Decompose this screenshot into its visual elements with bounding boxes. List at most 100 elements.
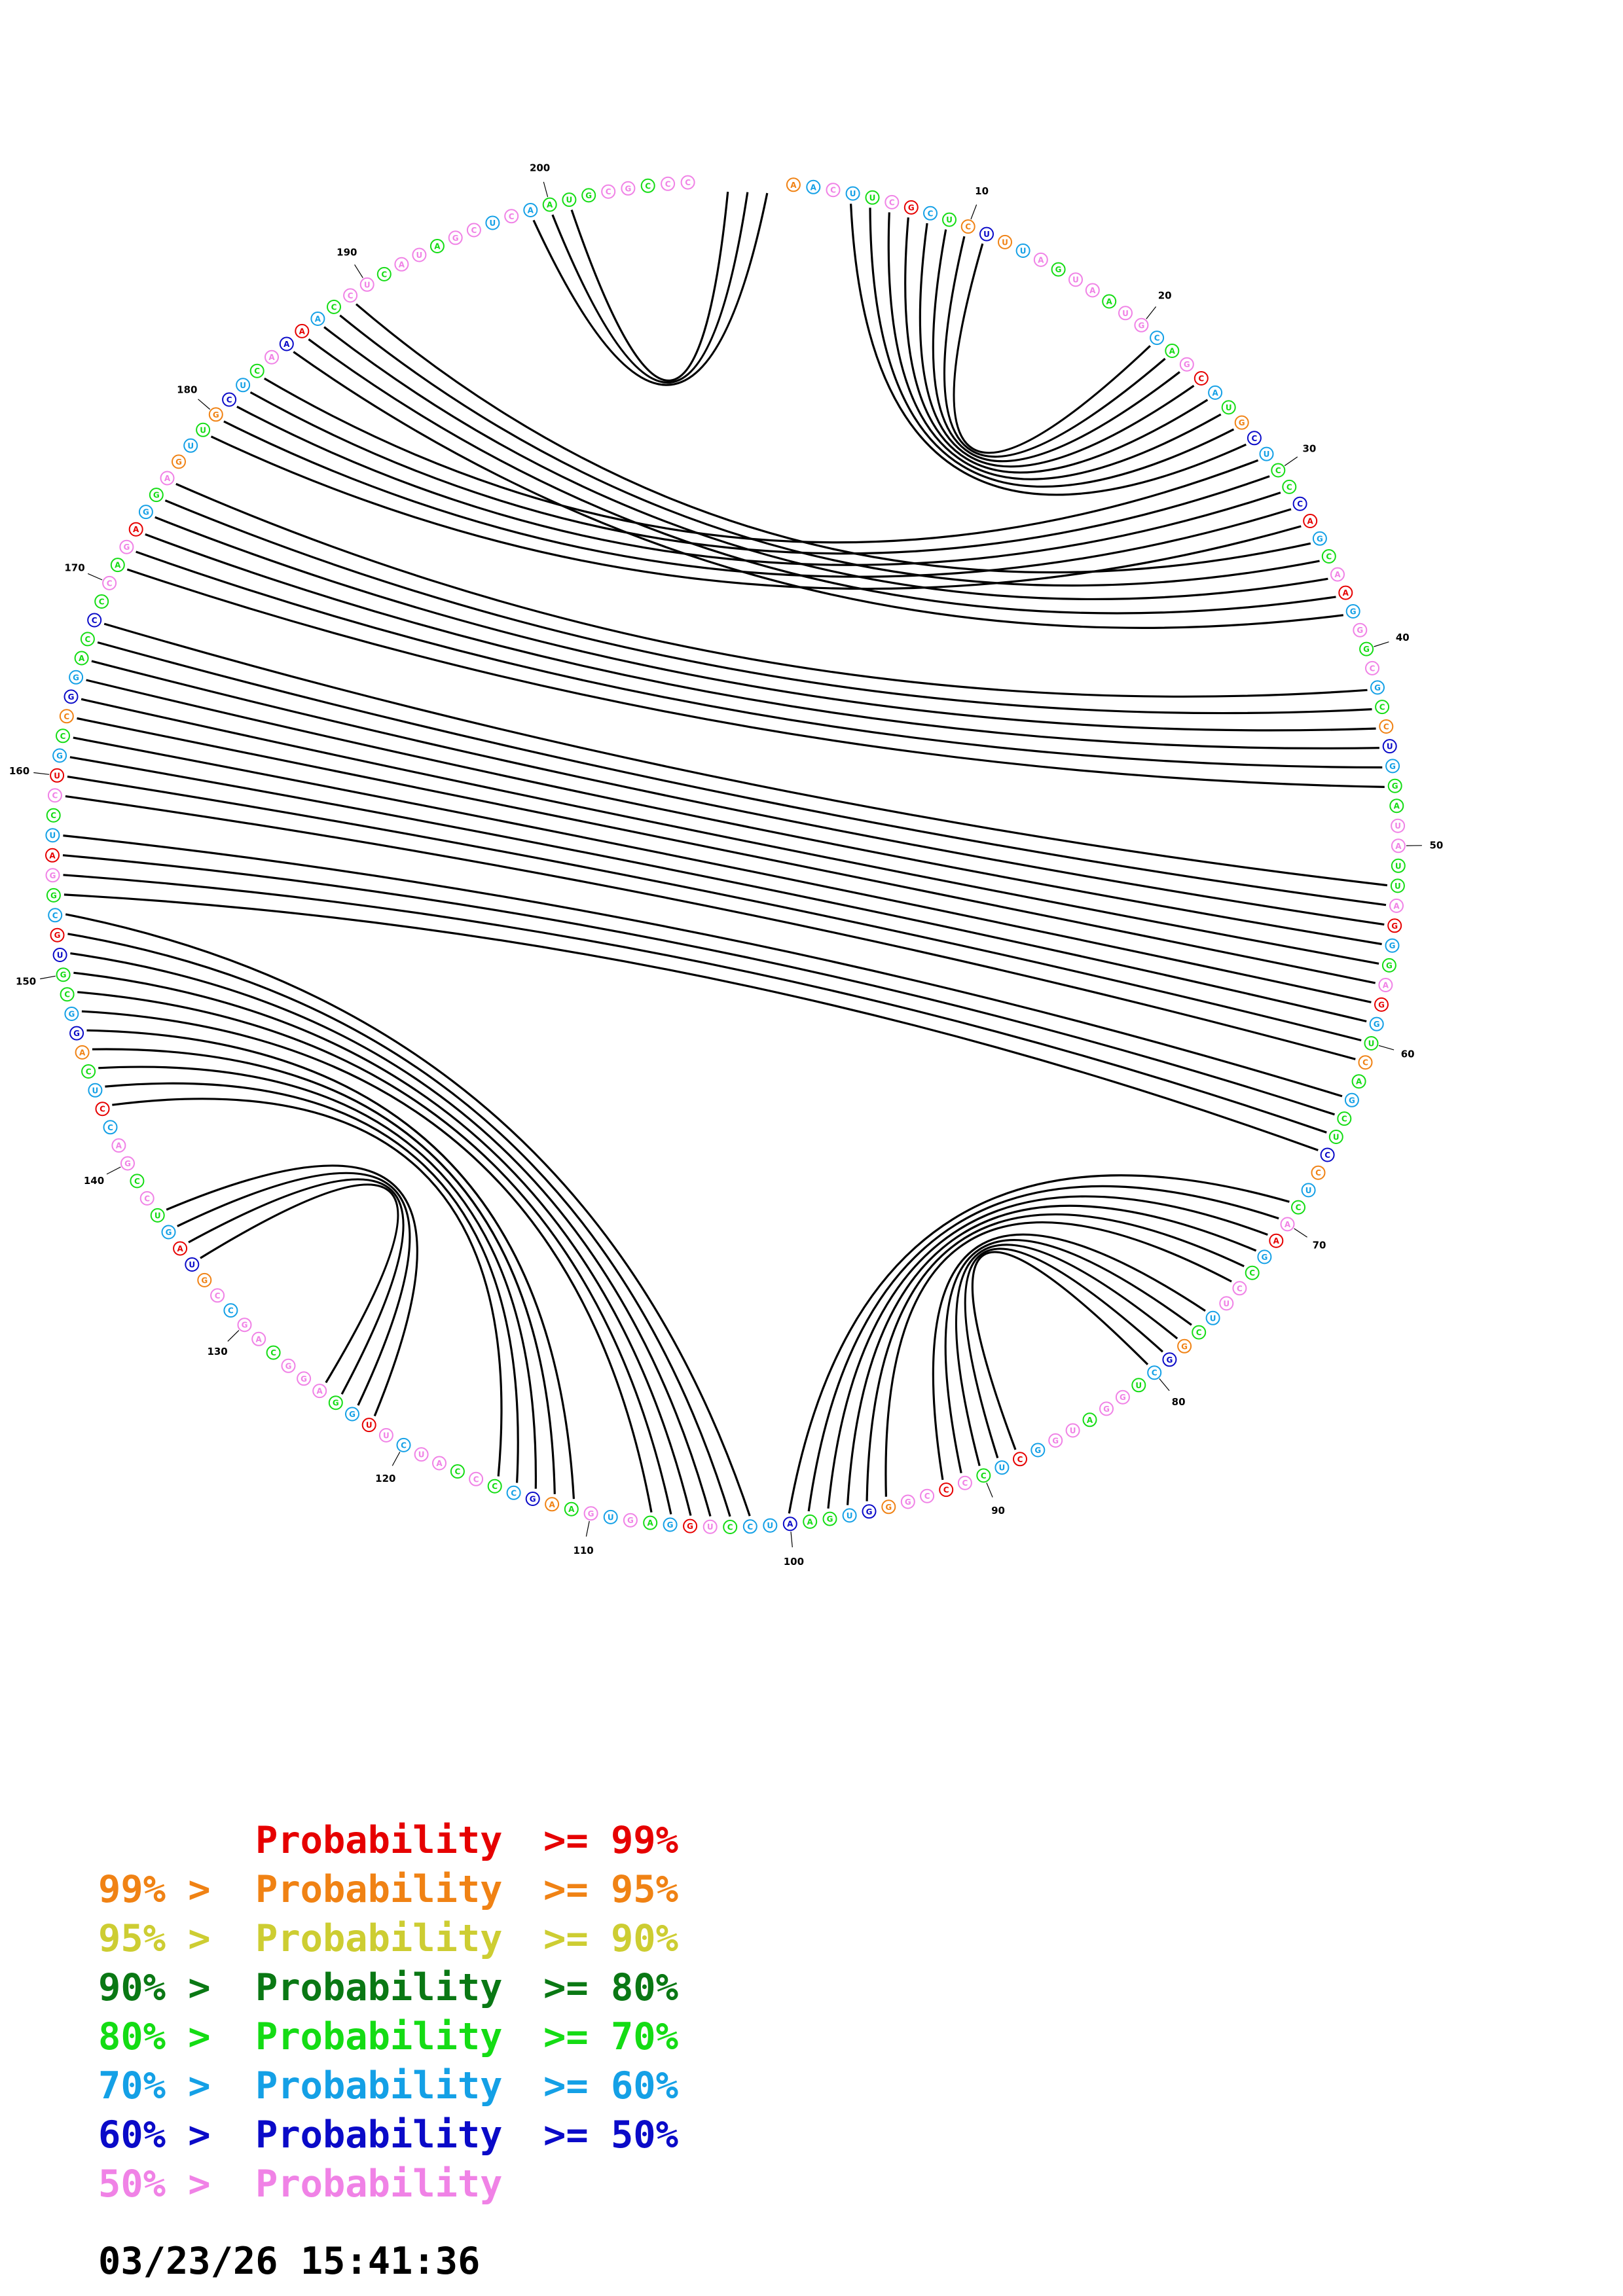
nucleotide: A	[75, 1045, 90, 1060]
nucleotide-letter: G	[60, 971, 67, 980]
nucleotide: G	[1344, 1092, 1359, 1107]
legend-mid-text: Probability	[255, 1868, 503, 1911]
nucleotide-letter: G	[1034, 1446, 1041, 1455]
nucleotide-letter: G	[1239, 418, 1245, 427]
nucleotide-circle	[1338, 585, 1353, 600]
nucleotide: C	[976, 1468, 991, 1483]
nucleotide-letter: G	[452, 234, 459, 243]
legend-row: 90% > Probability >= 80%	[98, 1964, 753, 2013]
base-pair-arc	[887, 212, 1222, 480]
tick-line	[106, 1166, 121, 1175]
nucleotide: U	[1118, 306, 1133, 321]
tick-label: 10	[975, 185, 989, 197]
legend-pre-text: 80% >	[98, 2015, 211, 2058]
legend-post-text: >= 90%	[543, 1917, 678, 1960]
nucleotide-letter: G	[1317, 534, 1323, 543]
nucleotide: C	[1232, 1281, 1247, 1296]
nucleotide: G	[1387, 918, 1402, 933]
base-pair-arc	[932, 229, 1180, 463]
legend-mid-text: Probability	[255, 1966, 503, 2009]
base-pair-arc	[77, 991, 672, 1515]
nucleotide-circle	[1320, 1147, 1335, 1162]
nucleotide: U	[1301, 1183, 1316, 1198]
nucleotide-circle	[1379, 719, 1394, 734]
nucleotide-circle	[87, 613, 102, 628]
nucleotide-circle	[1303, 514, 1318, 528]
nucleotide: G	[69, 670, 84, 685]
base-pair-arc	[866, 1213, 1245, 1501]
nucleotide: A	[128, 522, 143, 537]
base-pair-arc	[67, 776, 1362, 1042]
nucleotide-letter: U	[1333, 1133, 1340, 1142]
nucleotide: A	[432, 1456, 447, 1471]
nucleotide-circle	[782, 1516, 797, 1532]
nucleotide-letter: G	[153, 491, 160, 500]
base-pair-arc	[91, 660, 1385, 926]
tick-label: 160	[9, 765, 29, 777]
nucleotide-letter: U	[1226, 403, 1232, 412]
nucleotide: A	[173, 1241, 188, 1256]
tick-line	[790, 1532, 793, 1548]
nucleotide: U	[45, 828, 60, 843]
nucleotide-letter: U	[850, 189, 856, 198]
nucleotide: C	[957, 1475, 972, 1490]
nucleotide-circle	[1321, 549, 1336, 564]
nucleotide: A	[110, 558, 125, 573]
nucleotide-letter: G	[530, 1495, 536, 1504]
base-pair-arc	[850, 204, 1247, 496]
nucleotide-letter: U	[189, 1261, 195, 1270]
tick-line	[40, 975, 56, 980]
nucleotide-letter: U	[57, 951, 64, 960]
nucleotide-circle	[1378, 978, 1393, 992]
nucleotide: U	[150, 1208, 165, 1223]
legend-row: 80% > Probability >= 70%	[98, 2013, 753, 2062]
nucleotide-circle	[742, 1519, 757, 1534]
nucleotide-circle	[1257, 1249, 1272, 1265]
nucleotide-circle	[702, 1519, 718, 1534]
nucleotide: C	[504, 209, 519, 224]
nucleotide: U	[361, 1418, 376, 1433]
nucleotide-circle	[1359, 641, 1374, 656]
nucleotide-letter: G	[1184, 360, 1190, 369]
nucleotide-letter: C	[134, 1177, 140, 1186]
nucleotide: A	[279, 336, 294, 351]
nucleotide-circle	[562, 192, 577, 207]
nucleotide-circle	[763, 1518, 778, 1533]
nucleotide: G	[208, 407, 223, 422]
nucleotide: G	[1374, 997, 1389, 1012]
base-pair-arc	[73, 736, 1372, 1003]
nucleotide: C	[923, 206, 938, 221]
nucleotide-circle	[297, 1371, 312, 1386]
nucleotide-letter: U	[1210, 1314, 1216, 1323]
nucleotide: G	[525, 1492, 540, 1506]
tick-label: 170	[64, 562, 84, 574]
nucleotide-letter: U	[1223, 1299, 1230, 1308]
base-pair-arc	[69, 756, 1367, 1023]
nucleotide-circle	[1351, 1074, 1366, 1089]
nucleotide-circle	[378, 1427, 393, 1443]
nucleotide-circle	[60, 987, 75, 1002]
nucleotide-circle	[56, 967, 71, 982]
nucleotide-letter: G	[1052, 1436, 1059, 1445]
nucleotide-circle	[979, 226, 994, 242]
nucleotide-letter: G	[166, 1228, 172, 1237]
nucleotide: A	[786, 177, 801, 192]
nucleotide-letter: G	[1392, 781, 1398, 791]
nucleotide: G	[1385, 759, 1400, 774]
nucleotide-letter: C	[107, 1123, 113, 1132]
legend-post-text: >= 50%	[543, 2113, 678, 2157]
nucleotide-circle	[1051, 262, 1066, 277]
nucleotide: C	[103, 1120, 118, 1135]
nucleotide-circle	[1280, 1217, 1295, 1232]
nucleotide: A	[1208, 385, 1223, 400]
nucleotide-letter: C	[830, 186, 836, 195]
nucleotide-letter: A	[1212, 388, 1218, 397]
nucleotide-letter: A	[49, 851, 56, 860]
nucleotide: C	[343, 288, 358, 303]
tick-label: 50	[1429, 840, 1443, 852]
nucleotide-circle	[1328, 1130, 1343, 1144]
nucleotide: C	[506, 1485, 521, 1500]
base-pair-arc	[570, 191, 729, 382]
nucleotide-letter: G	[68, 692, 75, 702]
nucleotide-letter: G	[285, 1361, 292, 1371]
